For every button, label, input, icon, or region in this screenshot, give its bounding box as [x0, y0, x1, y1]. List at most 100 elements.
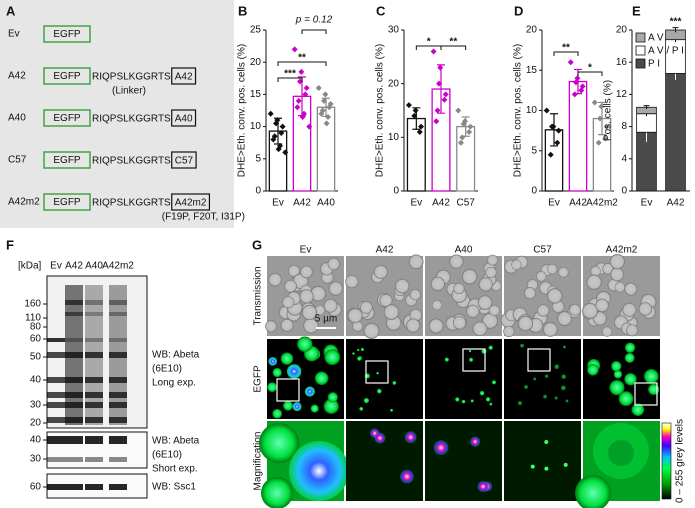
cell	[288, 265, 300, 277]
blot-band	[109, 392, 127, 398]
blot-band	[85, 402, 103, 408]
data-point	[459, 134, 466, 141]
y-tick-label: 0	[255, 186, 261, 197]
zoom-spot	[433, 439, 449, 456]
egfp-box	[43, 25, 91, 43]
fluorescent-cell	[461, 399, 466, 404]
data-point	[466, 128, 473, 135]
fluorescent-cell	[390, 408, 394, 412]
blot-band	[109, 312, 127, 316]
data-point	[543, 107, 550, 114]
significance-label: **	[562, 43, 570, 54]
zoom-box	[462, 348, 486, 372]
zoom-box	[365, 360, 389, 384]
lane-label: Ev	[50, 261, 62, 272]
data-point	[578, 87, 585, 94]
panel-label: F	[6, 237, 14, 252]
y-tick-label: 25	[250, 25, 262, 36]
marker-label: 50	[30, 352, 42, 363]
y-tick-label: 0	[531, 186, 537, 197]
data-point	[326, 104, 333, 111]
fluorescent-cell	[561, 374, 567, 380]
egfp-box	[43, 109, 91, 127]
cell	[569, 303, 581, 316]
blot-band	[109, 436, 127, 444]
bar-segment	[665, 73, 686, 192]
row-label: EGFP	[253, 365, 264, 393]
cell	[280, 318, 294, 332]
blot-band	[109, 300, 127, 305]
x-tick-label: A42	[569, 198, 587, 209]
data-point	[460, 120, 467, 127]
fluorescent-cell	[357, 356, 362, 361]
blot-band	[65, 377, 83, 383]
cell	[284, 279, 297, 293]
cell	[282, 296, 295, 309]
blot-band	[65, 436, 83, 444]
blot-band	[47, 338, 65, 342]
significance-bracket	[553, 51, 579, 56]
y-axis-label: DHE>Eth. conv. pos. cells (%)	[375, 44, 386, 177]
data-point	[567, 59, 574, 66]
zoom-spot	[374, 432, 386, 444]
data-point	[547, 151, 554, 158]
data-point	[323, 120, 330, 127]
x-tick-label: A40	[317, 198, 335, 209]
fluorescent-cell	[360, 347, 365, 352]
fluorescent-cell	[618, 391, 634, 407]
fluorescent-cell	[272, 408, 283, 419]
fluorescent-cell	[644, 369, 659, 384]
fluorescent-cell	[554, 396, 558, 400]
blot-caption: Short exp.	[152, 464, 198, 475]
cell	[345, 274, 359, 289]
zoom-cell	[259, 423, 299, 463]
y-tick-label: 10	[526, 105, 538, 116]
bar	[316, 106, 336, 192]
significance-label: *	[427, 37, 431, 48]
fluorescent-cell	[587, 364, 599, 376]
egfp-box	[43, 193, 91, 211]
peptide-label: A42m2	[175, 198, 207, 209]
egfp-image	[346, 339, 423, 419]
cell	[383, 304, 400, 320]
data-point	[303, 84, 310, 91]
blot-band	[65, 352, 83, 358]
y-tick-label: 15	[526, 65, 538, 76]
data-point	[294, 104, 301, 111]
fluorescent-cell	[631, 403, 645, 416]
cell	[409, 289, 421, 301]
legend-swatch	[635, 58, 646, 69]
x-tick-label: Ev	[641, 198, 653, 209]
blot-band	[109, 417, 127, 423]
blot-band	[85, 338, 103, 342]
cell	[301, 304, 318, 321]
zoom-cell	[575, 475, 611, 508]
cell	[543, 322, 558, 337]
linker: RIQPSLKGGRTS	[92, 156, 171, 167]
zoom-cell	[261, 477, 293, 508]
blot-band	[65, 484, 83, 490]
fluorescent-cell	[363, 397, 370, 404]
cell	[517, 315, 534, 332]
construct-note: (F19P, F20T, I31P)	[162, 212, 245, 223]
peptide-box	[171, 109, 197, 127]
data-point	[457, 139, 464, 146]
data-point	[299, 113, 306, 120]
column-label: A42m2	[606, 245, 638, 256]
fluorescent-cell	[624, 373, 637, 386]
data-point	[279, 123, 286, 130]
cell	[452, 316, 467, 330]
cell	[477, 295, 493, 310]
cell	[537, 304, 550, 317]
cell	[638, 302, 653, 316]
y-tick-label: 0	[393, 186, 399, 197]
blot-band	[65, 392, 83, 398]
blot-band	[85, 392, 103, 398]
marker-label: 30	[30, 400, 42, 411]
cell	[432, 300, 443, 311]
linker: RIQPSLKGGRTS	[92, 72, 171, 83]
cell	[610, 267, 625, 282]
fluorescent-cell	[554, 364, 560, 370]
x-tick-label: A42	[293, 198, 311, 209]
blot-band	[109, 352, 127, 358]
